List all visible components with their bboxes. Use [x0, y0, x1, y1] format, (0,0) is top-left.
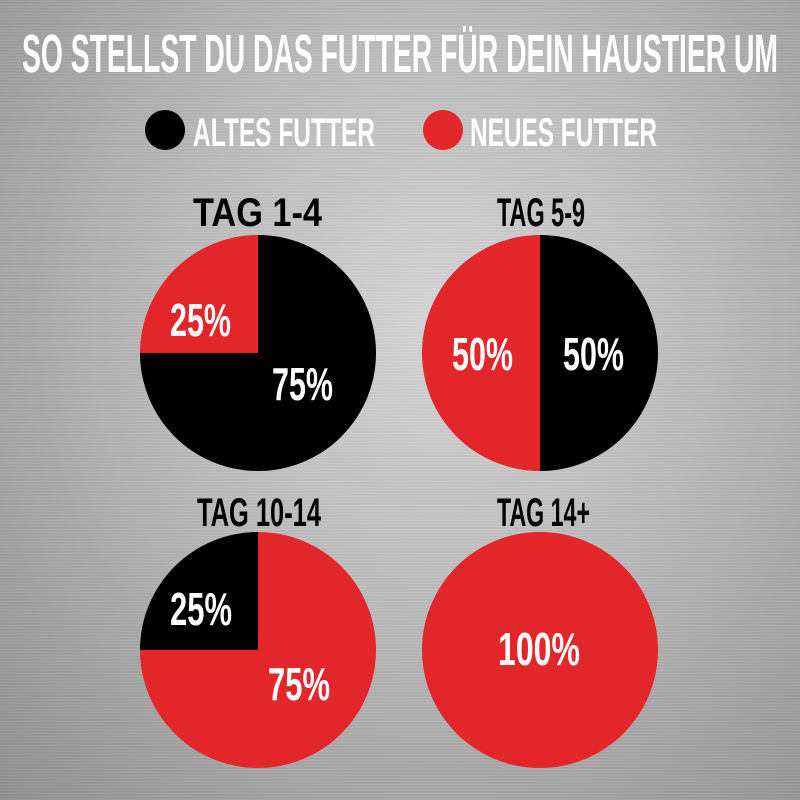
pie2-slice-2	[422, 235, 540, 471]
pie2-slice-1	[540, 235, 658, 471]
pie-title-4: TAG 14+	[497, 491, 590, 535]
legend-swatch-new	[423, 110, 463, 150]
pie-title-3: TAG 10-14	[197, 491, 321, 535]
pie3-slice-2	[140, 532, 258, 650]
legend-label-new: NEUES FUTTER	[470, 111, 657, 155]
data-label-pie3-old: 25%	[170, 583, 232, 635]
data-label-pie4-new: 100%	[498, 623, 580, 675]
data-label-pie2-old: 50%	[563, 328, 624, 380]
legend: ALTES FUTTER NEUES FUTTER	[145, 110, 657, 155]
data-labels: 75% 25% 50% 50% 75% 25% 100%	[170, 294, 624, 710]
data-label-pie3-new: 75%	[268, 658, 330, 710]
legend-swatch-old	[145, 110, 185, 150]
legend-label-old: ALTES FUTTER	[193, 111, 375, 155]
pie-title-2: TAG 5-9	[497, 191, 585, 235]
pie4-slice-1	[422, 532, 658, 768]
pie1-slice-2	[140, 235, 258, 353]
pie-title-1: TAG 1-4	[193, 191, 323, 235]
data-label-pie2-new: 50%	[452, 328, 513, 380]
data-label-pie1-new: 25%	[170, 294, 231, 346]
pies	[140, 235, 658, 768]
page-title: SO STELLST DU DAS FUTTER FÜR DEIN HAUSTI…	[22, 24, 778, 84]
data-label-pie1-old: 75%	[272, 358, 333, 410]
